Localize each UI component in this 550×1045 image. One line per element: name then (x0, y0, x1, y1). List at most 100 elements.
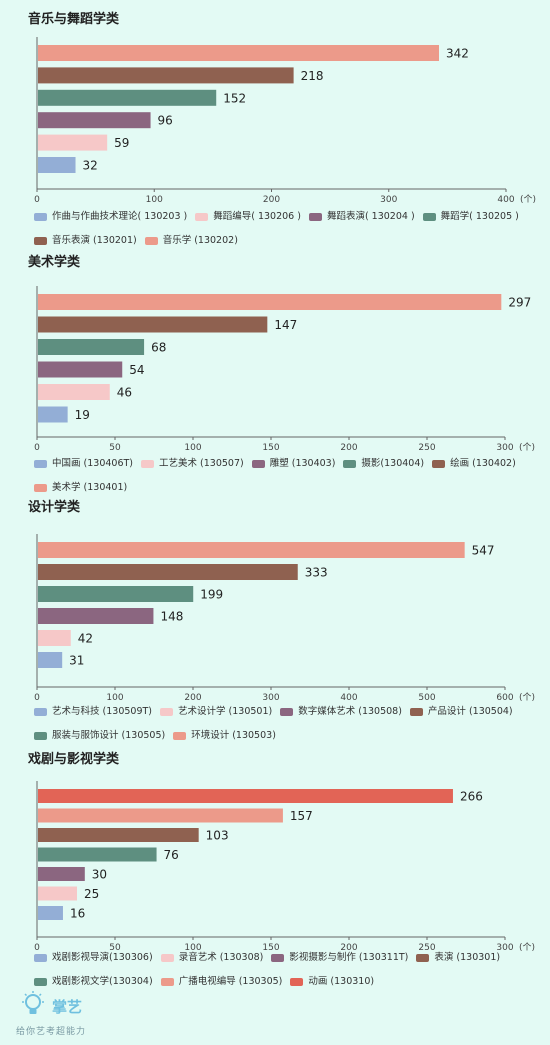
bar: 戏剧影视导演(130306) (38, 906, 63, 920)
legend-swatch (34, 708, 47, 716)
bar-chart: 0 100 200 300 400 (个) 音乐学 (130202) 342 音乐表演 (130… (34, 37, 536, 205)
data-label: 297 (508, 296, 531, 310)
legend-label: 音乐学 (130202) (162, 235, 238, 246)
legend-item: 音乐表演 (130201) (34, 230, 137, 252)
tick-label: 100 (184, 943, 201, 953)
legend-item: 美术学 (130401) (34, 477, 127, 499)
legend-item: 舞蹈表演( 130204 ) (308, 206, 415, 228)
legend: 作曲与作曲技术理论( 130203 ) 舞蹈编导( 130206 ) 舞蹈表演( 1… (34, 206, 534, 254)
legend-item: 表演 (130301) (416, 947, 500, 969)
legend-swatch (409, 708, 423, 716)
legend-swatch (280, 708, 294, 716)
bar: 绘画 (130402) (38, 316, 268, 333)
legend-label: 舞蹈学( 130205 ) (440, 211, 519, 222)
bar: 音乐表演 (130201) (38, 67, 294, 84)
legend-item: 数字媒体艺术 (130508) (280, 701, 402, 723)
legend-label: 动画 (130310) (308, 976, 375, 987)
legend-label: 艺术设计学 (130501) (178, 706, 273, 717)
chart-title: 音乐与舞蹈学类 (28, 12, 120, 27)
legend-label: 录音艺术 (130308) (178, 952, 264, 963)
data-label: 147 (274, 318, 297, 332)
data-label: 25 (84, 887, 99, 901)
bar-chart: 0 50 100 150 200 250 300 (个) 动画 (130310) 266 广播电视编… (34, 781, 535, 953)
legend-item: 中国画 (130406T) (34, 453, 133, 475)
legend-item: 动画 (130310) (290, 971, 374, 993)
bar: 舞蹈表演( 130204 ) (38, 112, 151, 129)
tick-label: 0 (34, 443, 40, 453)
legend-label: 工艺美术 (130507) (159, 458, 244, 469)
legend-item: 艺术设计学 (130501) (160, 701, 272, 723)
legend-swatch (34, 732, 47, 740)
unit-label: (个) (519, 442, 535, 453)
legend-swatch (432, 460, 446, 468)
bar: 音乐学 (130202) (38, 45, 439, 61)
legend-label: 广播电视编导 (130305) (178, 976, 283, 987)
tick-label: 200 (340, 943, 357, 953)
tick-label: 0 (34, 693, 40, 703)
bar: 工艺美术 (130507) (38, 384, 110, 400)
legend-label: 舞蹈表演( 130204 ) (326, 211, 415, 222)
legend-swatch (343, 460, 357, 468)
legend-swatch (416, 954, 430, 962)
bar: 艺术设计学 (130501) (38, 630, 71, 646)
legend-item: 工艺美术 (130507) (141, 453, 244, 475)
legend-item: 作曲与作曲技术理论( 130203 ) (34, 206, 187, 228)
legend-swatch (422, 213, 436, 221)
tick-label: 100 (146, 195, 163, 205)
data-label: 42 (78, 632, 93, 646)
legend-label: 舞蹈编导( 130206 ) (213, 211, 301, 222)
legend-item: 产品设计 (130504) (409, 701, 513, 723)
legend-swatch (160, 954, 174, 962)
bar: 服装与服饰设计 (130505) (38, 586, 194, 602)
data-label: 31 (69, 654, 84, 668)
bar: 影视摄影与制作 (130311T) (38, 867, 85, 881)
legend-label: 艺术与科技 (130509T) (52, 706, 153, 717)
data-label: 103 (206, 829, 229, 843)
data-label: 32 (83, 159, 98, 173)
legend-label: 服装与服饰设计 (130505) (52, 730, 166, 741)
bar: 环境设计 (130503) (38, 542, 465, 558)
tick-label: 200 (184, 693, 201, 703)
legend-item: 舞蹈学( 130205 ) (422, 206, 519, 228)
bar: 中国画 (130406T) (38, 406, 68, 423)
data-label: 30 (92, 868, 107, 882)
legend-item: 绘画 (130402) (432, 453, 516, 475)
legend-label: 绘画 (130402) (450, 458, 516, 469)
legend-item: 舞蹈编导( 130206 ) (195, 206, 301, 228)
tick-label: 0 (34, 195, 40, 205)
legend-swatch (34, 460, 47, 468)
tick-label: 400 (497, 195, 514, 205)
legend-item: 戏剧影视文学(130304) (34, 971, 153, 993)
chart-panel-music-dance: 音乐与舞蹈学类 0 100 200 300 400 (个) 音乐学 (130202) 342 音… (0, 8, 550, 248)
bar: 表演 (130301) (38, 828, 199, 842)
bar-chart: 0 100 200 300 400 500 600 (个) 环境设计 (130503) 547 产品… (34, 534, 535, 703)
chart-title: 美术学类 (28, 255, 81, 270)
bar: 产品设计 (130504) (38, 564, 298, 580)
data-label: 59 (114, 136, 129, 150)
data-label: 218 (301, 69, 324, 83)
legend-item: 雕塑 (130403) (251, 453, 335, 475)
tick-label: 50 (109, 443, 121, 453)
data-label: 16 (70, 907, 85, 921)
bar: 舞蹈学( 130205 ) (38, 89, 217, 106)
tick-label: 250 (418, 943, 435, 953)
tick-label: 0 (34, 943, 40, 953)
unit-label: (个) (519, 692, 535, 703)
legend-item: 环境设计 (130503) (173, 725, 276, 747)
legend-label: 戏剧影视文学(130304) (52, 976, 153, 987)
tick-label: 600 (496, 693, 513, 703)
legend-label: 数字媒体艺术 (130508) (298, 706, 402, 717)
data-label: 54 (129, 363, 144, 377)
data-label: 152 (223, 91, 246, 105)
tick-label: 150 (262, 943, 279, 953)
data-label: 199 (200, 588, 223, 602)
tick-label: 300 (262, 693, 279, 703)
tick-label: 400 (340, 693, 357, 703)
tick-label: 200 (340, 443, 357, 453)
legend-swatch (34, 213, 47, 221)
legend-swatch (34, 978, 47, 986)
bar-chart: 0 50 100 150 200 250 300 (个) 美术学 (130401) 297 绘画 (… (34, 286, 535, 453)
legend-swatch (308, 213, 322, 221)
data-label: 46 (117, 386, 132, 400)
bar: 录音艺术 (130308) (38, 886, 77, 901)
